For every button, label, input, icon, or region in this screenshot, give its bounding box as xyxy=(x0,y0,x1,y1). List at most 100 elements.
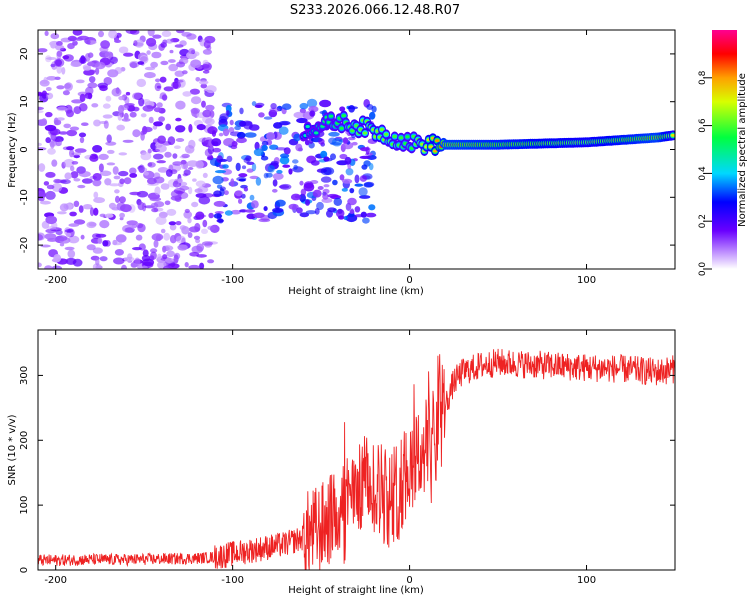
spectrogram-speckle xyxy=(163,86,174,92)
spectrogram-speckle xyxy=(43,181,50,186)
spectrogram-speckle xyxy=(188,264,201,269)
spectrogram-speckle xyxy=(129,191,141,196)
spectrogram-speckle xyxy=(38,163,46,172)
spectrogram-speckle xyxy=(368,163,374,171)
spectrogram-speckle xyxy=(166,208,177,216)
spectrogram-speckle xyxy=(366,104,374,110)
snr-series-line xyxy=(38,348,675,570)
spectrogram-speckle xyxy=(129,111,137,118)
spectrogram-speckle xyxy=(288,168,293,175)
spectrogram-speckle xyxy=(194,188,203,193)
spectrogram-speckle xyxy=(64,83,72,89)
spectrogram-speckle xyxy=(299,212,310,218)
spectrogram-speckle xyxy=(219,188,225,197)
spectrogram-speckle xyxy=(44,124,57,132)
spectrogram-speckle xyxy=(113,257,125,265)
spectrogram-speckle xyxy=(230,178,235,187)
spectrogram-speckle xyxy=(160,60,169,66)
spectrogram-speckle xyxy=(154,186,161,196)
spectrogram-speckle xyxy=(151,233,164,241)
spectrogram-speckle xyxy=(175,100,186,110)
spectrogram-speckle xyxy=(71,161,79,165)
spectrogram-speckle xyxy=(51,265,63,269)
spectrogram-speckle xyxy=(323,156,330,162)
spectrogram-speckle xyxy=(46,57,57,60)
spectrogram-speckle xyxy=(175,138,185,142)
spectrogram-speckle xyxy=(320,150,328,159)
spectrogram-ridge-core xyxy=(392,135,397,138)
spectrogram-speckle xyxy=(179,185,190,191)
spectrogram-ridge-core xyxy=(341,114,346,118)
spectrogram-speckle xyxy=(60,179,71,185)
spectrogram-speckle xyxy=(263,172,269,179)
spectrogram-speckle xyxy=(308,105,319,113)
spectrogram-speckle xyxy=(81,122,89,126)
spectrogram-speckle xyxy=(157,253,162,260)
spectrogram-speckle xyxy=(347,197,357,206)
spectrogram-speckle xyxy=(296,207,303,214)
spectrogram-speckle xyxy=(263,116,273,120)
spectrogram-speckle xyxy=(97,237,103,244)
colorbar-gradient xyxy=(712,30,737,269)
spectrogram-speckle xyxy=(182,173,188,177)
spectrogram-speckle xyxy=(342,178,353,184)
colorbar-ticks: 0.0 0.2 0.4 0.6 0.8 xyxy=(698,70,712,276)
spectrogram-speckle xyxy=(44,30,49,36)
spectrogram-speckle xyxy=(62,55,70,60)
spectrogram-speckle xyxy=(181,226,190,235)
spectrogram-speckle xyxy=(207,145,215,155)
spectrogram-speckle xyxy=(279,120,291,126)
spectrogram-speckle xyxy=(280,153,290,159)
spectrogram-speckle xyxy=(163,265,173,269)
spectrogram-ridge-core xyxy=(384,132,389,136)
spectrogram-speckle xyxy=(278,126,289,135)
spectrogram-speckle xyxy=(188,48,196,55)
spectrogram-speckle xyxy=(218,132,224,137)
y-tick-label: 20 xyxy=(19,48,30,61)
spectrogram-speckle xyxy=(45,111,53,118)
spectrogram-speckle xyxy=(67,35,77,42)
spectrogram-speckle xyxy=(168,221,177,226)
spectrogram-speckle xyxy=(230,209,241,215)
spectrogram-speckle xyxy=(354,183,364,187)
spectrogram-speckle xyxy=(306,98,318,108)
spectrogram-speckle xyxy=(88,76,96,83)
spectrogram-speckle xyxy=(261,140,269,146)
spectrogram-speckle xyxy=(186,33,197,40)
spectrogram-speckle xyxy=(272,207,284,213)
spectrogram-speckle xyxy=(118,170,129,177)
spectrogram-speckle xyxy=(270,160,279,166)
spectrogram-speckle xyxy=(249,175,259,180)
spectrogram-speckle xyxy=(46,76,57,81)
spectrogram-speckle xyxy=(217,218,224,224)
spectrogram-speckle xyxy=(91,103,99,108)
spectrogram-speckle xyxy=(343,215,348,221)
spectrogram-speckle xyxy=(332,179,338,186)
spectrogram-speckle xyxy=(203,40,211,49)
spectrogram-speckle xyxy=(323,184,330,188)
spectrogram-speckle xyxy=(71,99,83,104)
spectrogram-speckle xyxy=(111,87,122,97)
spectrogram-speckle xyxy=(95,67,100,75)
spectrogram-speckle xyxy=(98,30,104,38)
spectrogram-speckle xyxy=(238,198,243,204)
spectrogram-speckle xyxy=(124,227,134,233)
spectrogram-speckle xyxy=(254,141,260,151)
colorbar-tick-label: 0.0 xyxy=(698,262,708,277)
y-tick-label: 10 xyxy=(19,95,30,108)
spectrogram-speckle xyxy=(123,52,134,57)
spectrogram-speckle xyxy=(295,143,303,152)
spectrogram-speckle xyxy=(223,190,229,196)
spectrogram-speckle xyxy=(56,50,63,57)
spectrogram-speckle xyxy=(207,259,215,264)
spectrogram-speckle xyxy=(79,136,85,144)
spectrogram-speckle xyxy=(138,164,145,174)
spectrogram-speckle xyxy=(198,80,209,85)
spectrogram-speckle xyxy=(212,175,224,185)
spectrogram-speckle xyxy=(133,40,138,47)
spectrogram-speckle xyxy=(56,117,65,121)
spectrogram-speckle xyxy=(74,148,87,153)
spectrogram-speckle xyxy=(105,141,117,146)
spectrogram-speckle xyxy=(317,186,324,190)
spectrogram-speckle xyxy=(310,160,320,166)
